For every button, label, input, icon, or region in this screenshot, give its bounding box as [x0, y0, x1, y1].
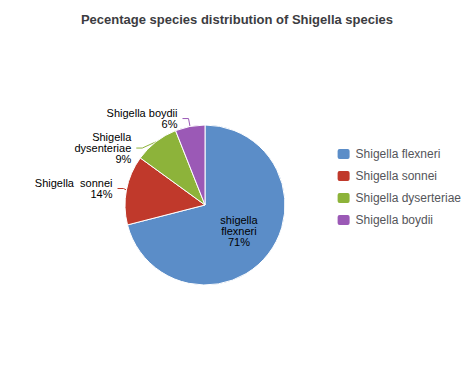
svg-text:Shigella flexneri: Shigella flexneri	[356, 147, 441, 161]
svg-text:Pecentage species distribution: Pecentage species distribution of Shigel…	[81, 12, 393, 27]
svg-text:Shigella sonnei: Shigella sonnei	[34, 177, 113, 189]
svg-text:shigella: shigella	[220, 214, 258, 227]
svg-text:Shigella: Shigella	[92, 131, 132, 144]
svg-text:Shigella sonnei: Shigella sonnei	[356, 169, 437, 183]
svg-text:14%: 14%	[90, 188, 112, 200]
svg-text:6%: 6%	[162, 118, 178, 130]
svg-text:Shigella boydii: Shigella boydii	[106, 107, 178, 120]
svg-text:9%: 9%	[115, 153, 131, 165]
svg-text:71%: 71%	[228, 236, 250, 248]
svg-text:Shigella dyserteriae: Shigella dyserteriae	[356, 191, 462, 205]
svg-text:Shigella boydii: Shigella boydii	[356, 213, 433, 227]
svg-text:flexneri: flexneri	[221, 225, 257, 238]
svg-text:dysenteriae: dysenteriae	[74, 142, 132, 155]
